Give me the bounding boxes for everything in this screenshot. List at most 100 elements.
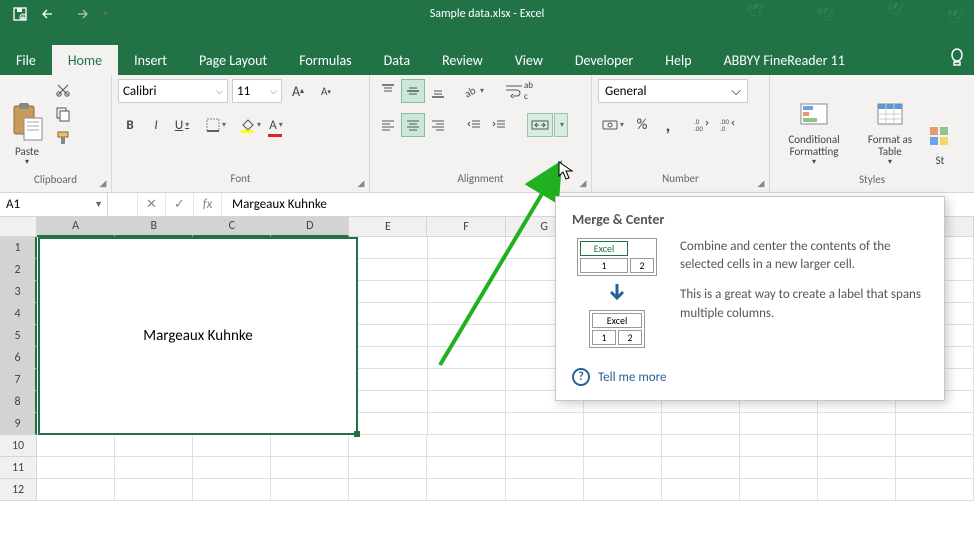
tab-help[interactable]: Help xyxy=(649,45,707,75)
cell[interactable] xyxy=(428,237,506,259)
save-button[interactable] xyxy=(6,2,34,26)
cell[interactable] xyxy=(271,435,349,457)
merged-cell[interactable]: Margeaux Kuhnke xyxy=(38,237,358,435)
increase-decimal-button[interactable]: .0.00 xyxy=(690,113,714,137)
cell[interactable] xyxy=(896,413,974,435)
cell[interactable] xyxy=(428,391,506,413)
tab-home[interactable]: Home xyxy=(52,45,118,75)
cell[interactable] xyxy=(428,259,506,281)
cell[interactable] xyxy=(584,479,662,501)
cell[interactable] xyxy=(740,413,818,435)
column-header[interactable]: B xyxy=(115,217,193,237)
tab-insert[interactable]: Insert xyxy=(118,45,183,75)
row-header[interactable]: 6 xyxy=(0,347,37,369)
row-header[interactable]: 9 xyxy=(0,413,37,435)
row-header[interactable]: 2 xyxy=(0,259,37,281)
cell[interactable] xyxy=(818,435,896,457)
cell[interactable] xyxy=(349,303,427,325)
paste-button[interactable]: Paste ▾ xyxy=(6,79,48,169)
cell[interactable] xyxy=(740,457,818,479)
bold-button[interactable]: B xyxy=(118,113,142,137)
cell[interactable] xyxy=(506,479,584,501)
cell[interactable] xyxy=(428,281,506,303)
cell[interactable] xyxy=(115,435,193,457)
enter-formula-button[interactable]: ✓ xyxy=(166,193,194,216)
column-header[interactable]: A xyxy=(37,217,115,237)
qat-customize-button[interactable] xyxy=(96,2,112,26)
tab-abbyy[interactable]: ABBYY FineReader 11 xyxy=(708,45,861,75)
redo-button[interactable] xyxy=(66,2,94,26)
wrap-text-button[interactable]: abc xyxy=(502,79,536,103)
cell[interactable] xyxy=(584,457,662,479)
number-launcher[interactable]: ◢ xyxy=(755,178,767,190)
cell[interactable] xyxy=(349,237,427,259)
column-header[interactable]: F xyxy=(427,217,505,237)
cell[interactable] xyxy=(37,457,115,479)
tab-page-layout[interactable]: Page Layout xyxy=(183,45,283,75)
cell-styles-button[interactable]: St xyxy=(928,79,952,169)
cell[interactable] xyxy=(115,457,193,479)
decrease-decimal-button[interactable]: .00.0 xyxy=(716,113,740,137)
tab-data[interactable]: Data xyxy=(368,45,426,75)
cell[interactable] xyxy=(349,347,427,369)
underline-button[interactable]: U xyxy=(170,113,194,137)
cell[interactable] xyxy=(349,479,427,501)
cell[interactable] xyxy=(896,479,974,501)
cell[interactable] xyxy=(428,303,506,325)
tab-developer[interactable]: Developer xyxy=(559,45,649,75)
align-center-button[interactable] xyxy=(401,113,425,137)
fill-handle[interactable] xyxy=(354,431,360,437)
cell[interactable] xyxy=(896,435,974,457)
cell[interactable] xyxy=(740,435,818,457)
cell[interactable] xyxy=(349,435,427,457)
align-top-button[interactable] xyxy=(376,79,400,103)
name-box[interactable]: A1▼ xyxy=(0,193,108,216)
orientation-button[interactable]: ab xyxy=(462,79,486,103)
cell[interactable] xyxy=(349,259,427,281)
merge-center-button[interactable] xyxy=(527,113,553,137)
cell[interactable] xyxy=(428,369,506,391)
font-size-select[interactable]: 11⌵ xyxy=(232,79,282,103)
thousands-button[interactable]: , xyxy=(656,113,680,137)
cell[interactable] xyxy=(427,479,505,501)
row-header[interactable]: 12 xyxy=(0,479,37,501)
cell[interactable] xyxy=(818,479,896,501)
increase-font-button[interactable]: A▴ xyxy=(286,79,310,103)
tab-formulas[interactable]: Formulas xyxy=(283,45,367,75)
copy-button[interactable] xyxy=(52,103,74,125)
tab-file[interactable]: File xyxy=(0,45,52,75)
align-right-button[interactable] xyxy=(426,113,450,137)
cell[interactable] xyxy=(193,435,271,457)
cell[interactable] xyxy=(584,413,662,435)
row-header[interactable]: 1 xyxy=(0,237,37,259)
cell[interactable] xyxy=(428,413,506,435)
decrease-indent-button[interactable] xyxy=(462,113,486,137)
tooltip-tell-me-more[interactable]: ? Tell me more xyxy=(572,368,928,386)
font-color-button[interactable]: A xyxy=(264,113,288,137)
cell[interactable] xyxy=(349,325,427,347)
cell[interactable] xyxy=(662,479,740,501)
clipboard-launcher[interactable]: ◢ xyxy=(97,178,109,190)
conditional-formatting-button[interactable]: Conditional Formatting ▾ xyxy=(776,79,852,169)
tell-me-icon[interactable] xyxy=(948,47,966,74)
decrease-font-button[interactable]: A▾ xyxy=(314,79,338,103)
currency-button[interactable] xyxy=(598,113,628,137)
cell[interactable] xyxy=(193,479,271,501)
format-painter-button[interactable] xyxy=(52,127,74,149)
cell[interactable] xyxy=(662,457,740,479)
row-header[interactable]: 10 xyxy=(0,435,37,457)
cell[interactable] xyxy=(349,369,427,391)
font-name-select[interactable]: Calibri⌵ xyxy=(118,79,228,103)
cell[interactable] xyxy=(428,347,506,369)
cell[interactable] xyxy=(506,413,584,435)
align-left-button[interactable] xyxy=(376,113,400,137)
row-header[interactable]: 11 xyxy=(0,457,37,479)
alignment-launcher[interactable]: ◢ xyxy=(577,178,589,190)
select-all-corner[interactable] xyxy=(0,217,37,237)
cell[interactable] xyxy=(37,479,115,501)
align-middle-button[interactable] xyxy=(401,79,425,103)
row-header[interactable]: 7 xyxy=(0,369,37,391)
cut-button[interactable] xyxy=(52,79,74,101)
italic-button[interactable]: I xyxy=(144,113,168,137)
column-header[interactable]: C xyxy=(193,217,271,237)
